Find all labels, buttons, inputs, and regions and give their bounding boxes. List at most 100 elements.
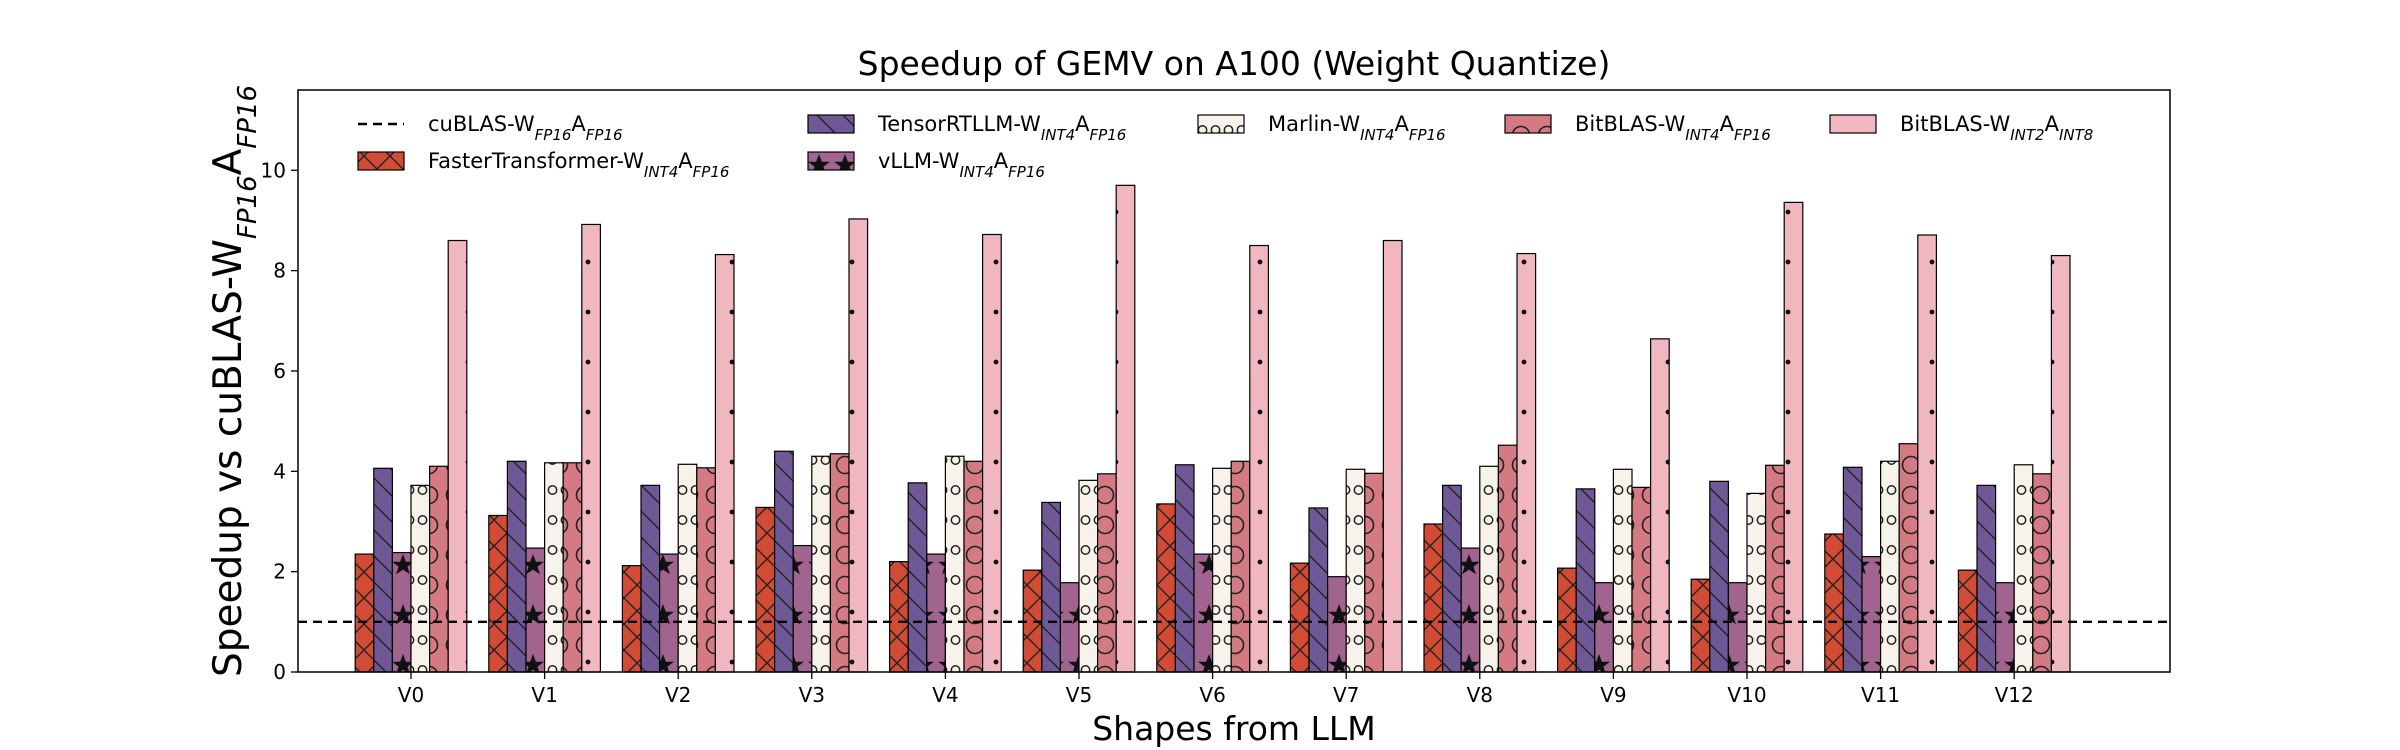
x-tick-label: V0: [398, 683, 424, 707]
x-tick-label: V5: [1066, 683, 1092, 707]
legend-item: BitBLAS-WINT4AFP16: [1504, 112, 1771, 144]
bar: [1479, 465, 1500, 673]
bar: [1842, 466, 1863, 673]
bar: [848, 218, 869, 673]
bar: [1230, 460, 1251, 673]
bar: [1041, 501, 1062, 673]
plot-frame: [297, 89, 2171, 673]
bar: [2013, 464, 2034, 673]
y-tick-label: 8: [273, 259, 286, 283]
bar: [1326, 576, 1347, 673]
x-tick-label: V9: [1600, 683, 1626, 707]
y-tick-label: 6: [273, 359, 286, 383]
legend-swatch: [357, 151, 405, 171]
x-tick-label: V12: [1995, 683, 2034, 707]
bar: [2032, 473, 2053, 673]
bar: [621, 565, 642, 673]
bar: [696, 467, 716, 673]
legend-item: BitBLAS-WINT2AINT8: [1829, 112, 2093, 144]
x-tick-label: V2: [665, 683, 691, 707]
x-tick-label: V7: [1333, 683, 1359, 707]
bar: [1575, 488, 1596, 673]
legend: cuBLAS-WFP16AFP16 FasterTransformer-WINT4…: [357, 112, 2093, 181]
plot-bars: [354, 184, 2071, 673]
x-tick-label: V8: [1467, 683, 1493, 707]
bar: [1764, 464, 1785, 673]
legend-label: vLLM-WINT4AFP16: [878, 149, 1045, 181]
bar: [1612, 468, 1633, 673]
bar: [1746, 492, 1767, 673]
bar: [1709, 480, 1730, 673]
bar: [1364, 472, 1385, 673]
bar: [506, 460, 527, 673]
bar: [773, 450, 794, 673]
bar: [1308, 507, 1329, 673]
x-axis: V0 V1 V2 V3 V4 V5 V6 V7 V8 V9 V10 V11 V12: [398, 672, 2034, 707]
y-tick-label: 2: [273, 560, 286, 584]
legend-item: FasterTransformer-WINT4AFP16: [357, 149, 729, 181]
bar: [755, 506, 776, 673]
x-axis-label: Shapes from LLM: [1092, 709, 1376, 748]
x-tick-label: V3: [799, 683, 825, 707]
bar: [2050, 254, 2071, 673]
legend-swatch: [1197, 114, 1245, 134]
bar: [1460, 547, 1481, 673]
bar: [1917, 234, 1938, 673]
bar: [373, 467, 393, 673]
legend-label: cuBLAS-WFP16AFP16: [428, 112, 623, 144]
bar: [658, 553, 679, 673]
x-tick-label: V4: [932, 683, 958, 707]
bar: [1898, 443, 1919, 673]
bar: [907, 482, 928, 673]
bar: [944, 455, 965, 673]
bar: [525, 547, 546, 673]
bar: [1441, 484, 1462, 673]
bar: [1382, 239, 1403, 673]
y-tick-label: 4: [273, 459, 286, 483]
bar: [354, 553, 375, 673]
legend-swatch: [807, 151, 855, 171]
bar: [926, 553, 946, 673]
bar: [1594, 582, 1615, 673]
bar: [1289, 562, 1310, 673]
bar: [488, 514, 508, 673]
legend-label: Marlin-WINT4AFP16: [1268, 112, 1446, 144]
bar: [1096, 473, 1117, 673]
bar: [1879, 460, 1900, 673]
bar: [640, 484, 661, 673]
bar: [1861, 556, 1882, 673]
bar: [1345, 468, 1366, 673]
bar: [1516, 252, 1537, 673]
bar: [963, 460, 984, 673]
bar: [1976, 484, 1997, 673]
x-tick-label: V10: [1727, 683, 1766, 707]
bar: [1783, 201, 1804, 673]
bar: [543, 462, 564, 673]
bar: [410, 484, 431, 673]
bar: [1193, 553, 1214, 673]
bar: [811, 455, 831, 673]
bar: [1249, 244, 1270, 673]
legend-item: TensorRTLLM-WINT4AFP16: [807, 112, 1126, 144]
x-tick-label: V6: [1199, 683, 1225, 707]
legend-item-baseline: cuBLAS-WFP16AFP16: [358, 112, 623, 144]
legend-label: TensorRTLLM-WINT4AFP16: [877, 112, 1126, 144]
y-tick-label: 0: [273, 660, 286, 684]
bar: [1497, 444, 1518, 673]
bar: [1727, 582, 1748, 673]
bar: [429, 465, 449, 673]
y-tick-label: 10: [261, 158, 286, 182]
chart-title: Speedup of GEMV on A100 (Weight Quantize…: [858, 44, 1611, 83]
legend-item: vLLM-WINT4AFP16: [807, 149, 1045, 181]
bar: [1690, 578, 1711, 673]
bar: [888, 561, 909, 673]
bar: [792, 544, 813, 673]
bar: [1423, 523, 1444, 673]
bar: [1156, 503, 1177, 673]
legend-swatch: [807, 114, 855, 134]
bar: [1824, 533, 1845, 673]
legend-swatch: [1829, 114, 1877, 134]
bar: [447, 239, 468, 673]
y-axis-label: Speedup vs cuBLAS-WFP16AFP16: [206, 85, 263, 677]
bar: [1022, 569, 1043, 673]
